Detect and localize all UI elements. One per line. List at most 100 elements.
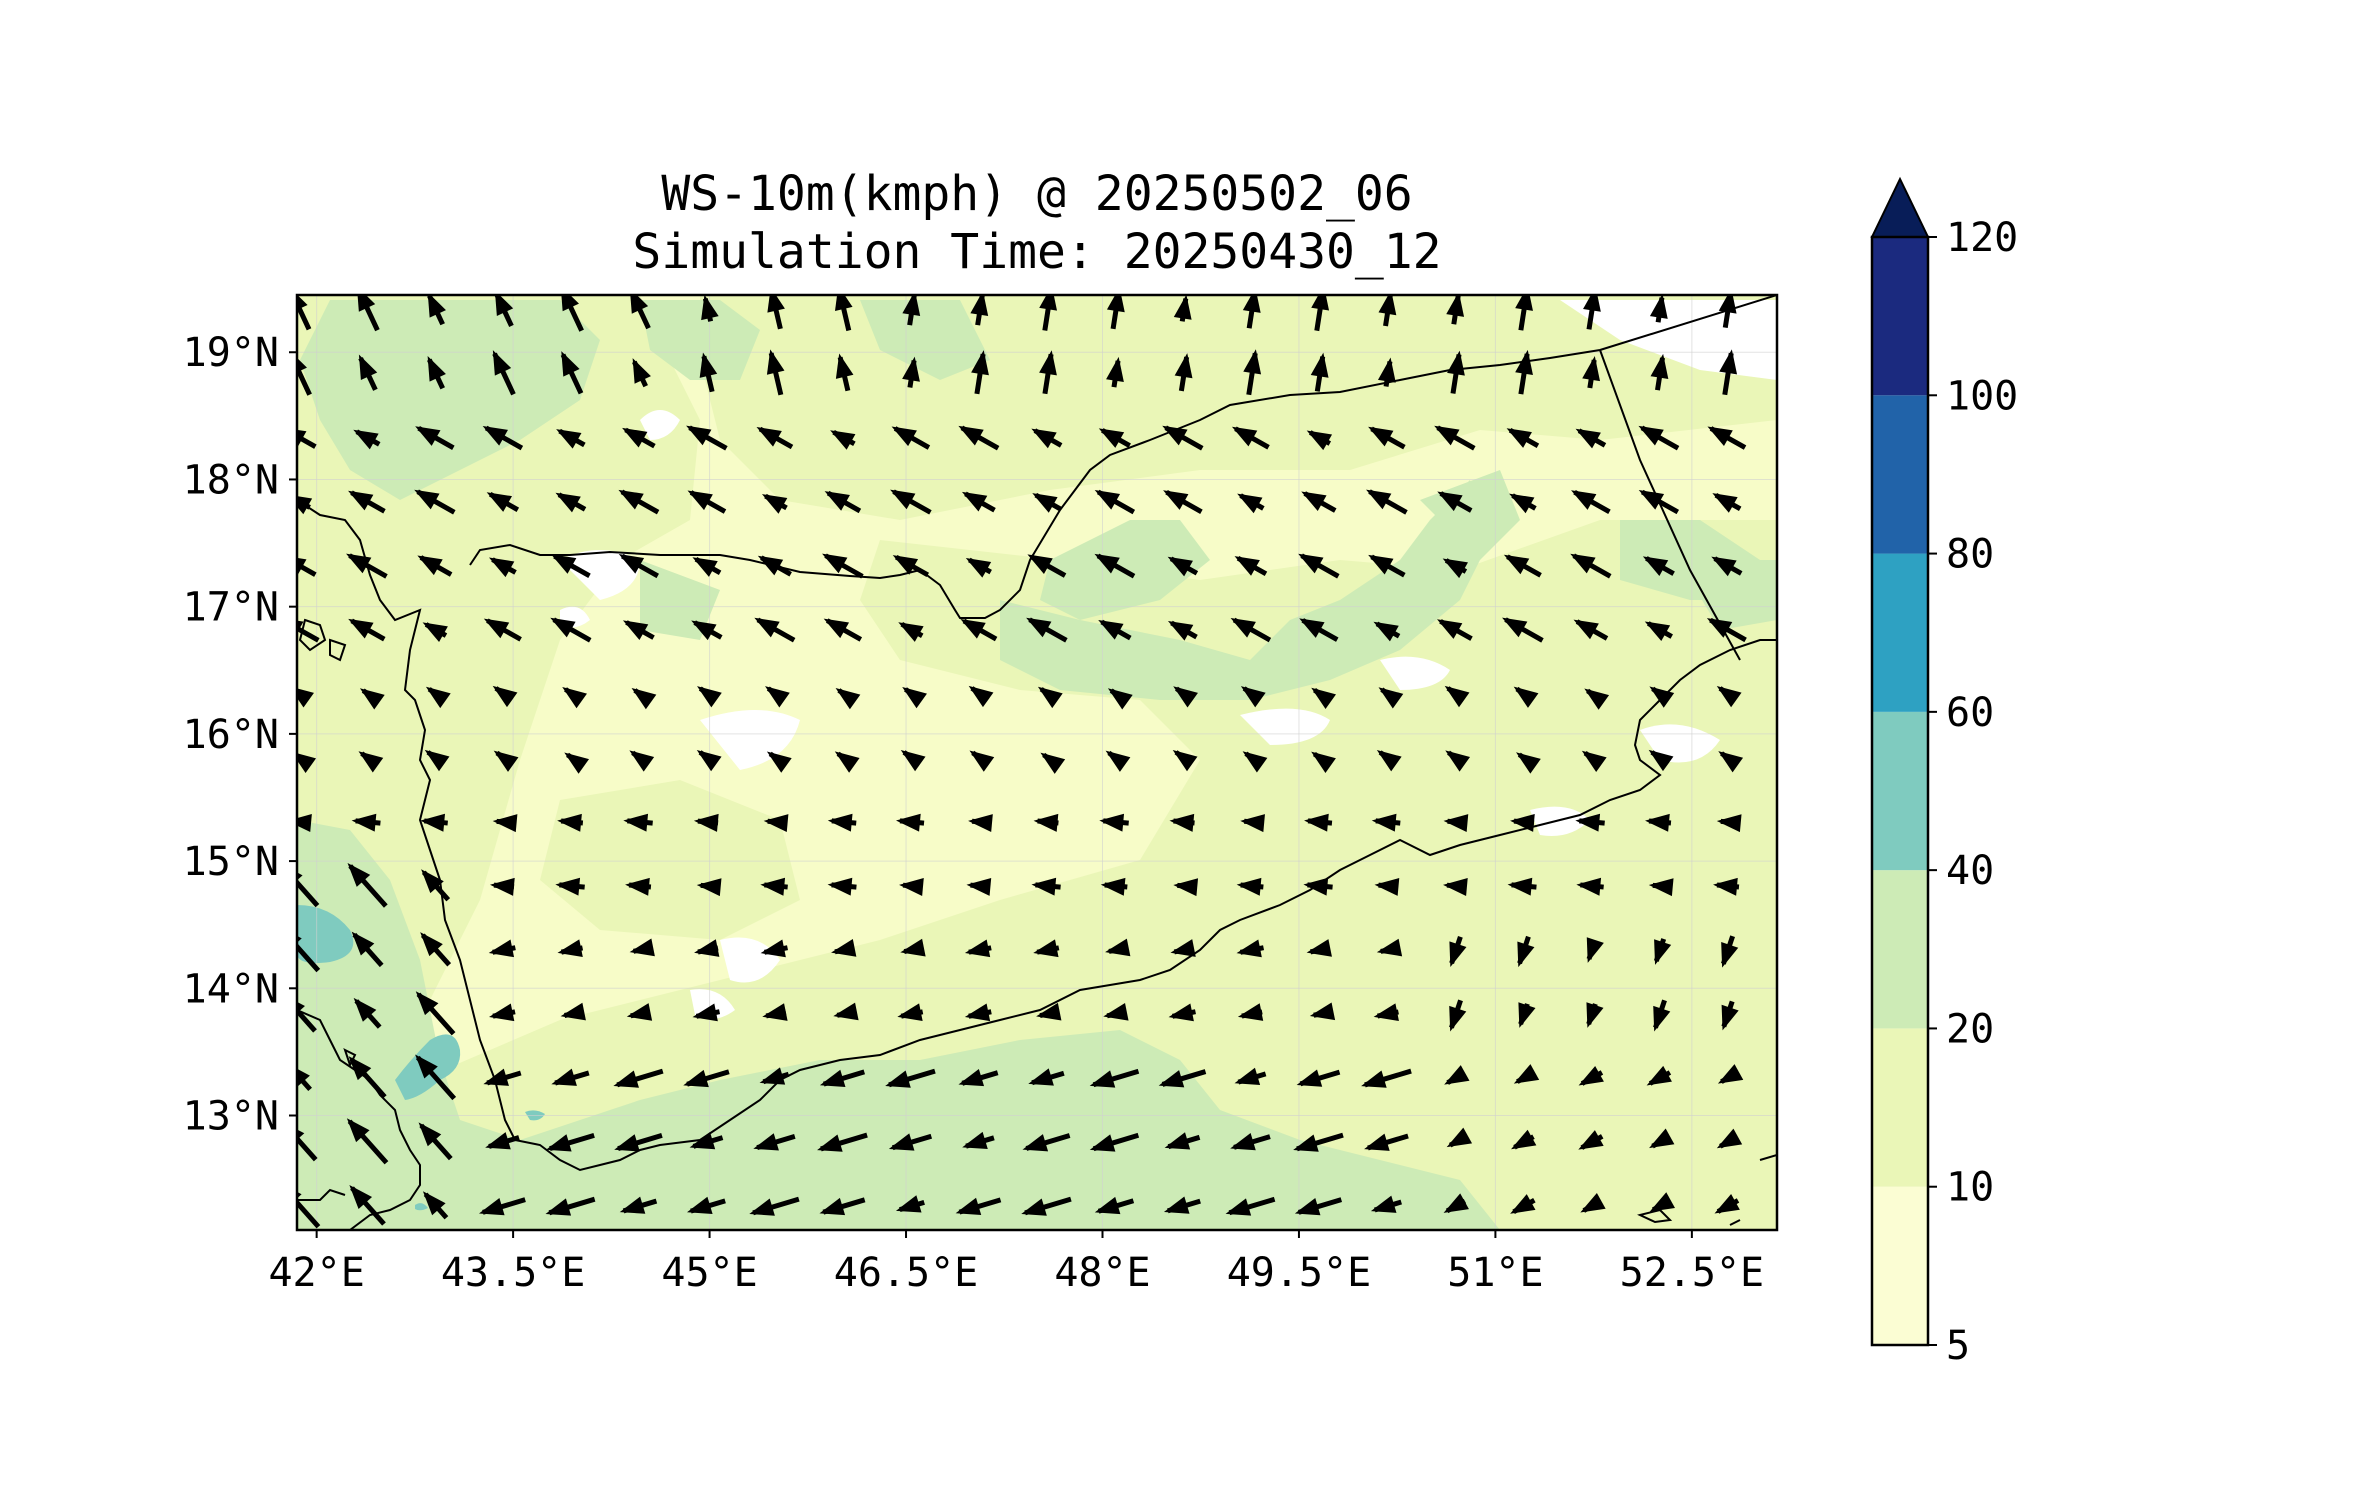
wind-vector: [1583, 295, 1601, 330]
wind-vector: [760, 939, 789, 958]
wind-vector: [1299, 618, 1339, 642]
wind-vector: [765, 686, 790, 708]
wind-vector: [1234, 555, 1268, 577]
wind-vector: [1099, 813, 1129, 832]
wind-vector: [964, 1003, 992, 1022]
map-frame: [295, 293, 1779, 1232]
wind-vector: [623, 813, 653, 832]
wind-vector: [630, 295, 651, 330]
wind-vector: [958, 425, 1000, 451]
wind-vector: [900, 749, 926, 772]
wind-vector: [297, 1129, 318, 1162]
wind-vector: [1040, 752, 1066, 774]
wind-vector: [1167, 620, 1198, 641]
wind-vector: [968, 814, 993, 833]
wind-vector: [1509, 493, 1537, 514]
wind-vector: [358, 751, 384, 773]
wind-vector: [348, 1056, 387, 1099]
wind-vector: [1716, 685, 1742, 708]
lon-tick-label: 51°E: [1447, 1250, 1543, 1296]
wind-vector: [759, 1067, 790, 1085]
wind-vector: [1446, 295, 1465, 325]
wind-vector: [631, 687, 657, 710]
wind-vector: [891, 426, 931, 450]
wind-vector: [427, 295, 446, 326]
wind-vector: [1242, 751, 1268, 773]
wind-vector: [1361, 1068, 1412, 1088]
wind-vector: [895, 813, 925, 832]
wind-vector: [1578, 1130, 1604, 1150]
wind-vector: [1173, 878, 1199, 897]
wind-vector: [1516, 752, 1541, 774]
wind-vector: [485, 1132, 520, 1150]
wind-vector: [767, 295, 785, 330]
wind-vector: [297, 752, 317, 774]
colorbar-segment: [1872, 870, 1928, 1029]
wind-vector: [353, 997, 382, 1029]
wind-vector: [1026, 617, 1068, 643]
wind-vector: [753, 1133, 796, 1151]
wind-vector: [1515, 349, 1533, 395]
wind-vector: [1712, 492, 1742, 513]
wind-vector: [348, 618, 386, 642]
wind-vector: [1173, 295, 1192, 322]
wind-vector: [1163, 1196, 1201, 1214]
wind-vector: [897, 1003, 924, 1022]
wind-vector: [1309, 1002, 1336, 1021]
wind-vector: [1650, 353, 1669, 391]
wind-vector: [898, 622, 924, 642]
wind-vector: [488, 557, 517, 578]
wind-vector: [1575, 813, 1605, 832]
wind-vector: [483, 618, 522, 642]
wind-vector: [625, 877, 652, 896]
wind-vector: [761, 493, 788, 514]
wind-vector: [696, 749, 722, 772]
title-line-1: WS-10m(kmph) @ 20250502_06: [661, 166, 1412, 222]
colorbar: 5 10 20 40 60 80 100 120: [1870, 176, 2018, 1369]
wind-vector: [1032, 492, 1062, 513]
wind-vector: [560, 1002, 586, 1021]
wind-vector: [754, 617, 796, 643]
wind-vector: [1311, 751, 1336, 773]
lon-tick-label: 45°E: [661, 1250, 757, 1296]
wind-vector: [697, 686, 722, 708]
wind-vector: [1573, 619, 1609, 641]
wind-vector: [492, 685, 518, 708]
wind-vector: [834, 295, 853, 332]
wind-vector: [479, 1197, 526, 1216]
wind-vector: [1719, 349, 1738, 396]
wind-vector: [297, 1068, 312, 1092]
wind-vector: [1513, 1064, 1540, 1084]
wind-vector: [1031, 428, 1063, 449]
wind-vector: [1230, 1133, 1271, 1151]
wind-vector: [1296, 1069, 1341, 1087]
wind-vector: [351, 813, 381, 832]
wind-vector: [349, 1185, 386, 1226]
wind-vector: [415, 426, 455, 450]
wind-vector: [297, 688, 314, 708]
wind-vector: [415, 991, 456, 1036]
wind-vector: [971, 350, 989, 395]
wind-vector: [1721, 935, 1739, 968]
wind-vector: [1301, 491, 1337, 513]
wind-vector: [1373, 1003, 1399, 1021]
wind-vector: [1373, 621, 1401, 642]
wind-vector: [1162, 425, 1204, 451]
wind-vector: [1103, 1003, 1129, 1021]
wind-vector: [1578, 1065, 1604, 1086]
wind-vector: [1298, 553, 1340, 579]
wind-vector: [1089, 1132, 1140, 1152]
wind-vector: [1033, 939, 1060, 958]
wind-vector: [557, 939, 584, 958]
wind-vector: [1173, 686, 1198, 708]
wind-vector: [969, 750, 995, 772]
wind-vector: [1518, 1002, 1536, 1028]
wind-vector: [629, 938, 655, 957]
wind-vector: [347, 862, 388, 908]
colorbar-label: 80: [1946, 532, 1994, 578]
wind-vector: [483, 1068, 522, 1086]
wind-vector: [835, 687, 861, 710]
wind-vector: [297, 814, 312, 832]
wind-vector: [1642, 556, 1675, 576]
wind-vector: [1443, 878, 1468, 896]
